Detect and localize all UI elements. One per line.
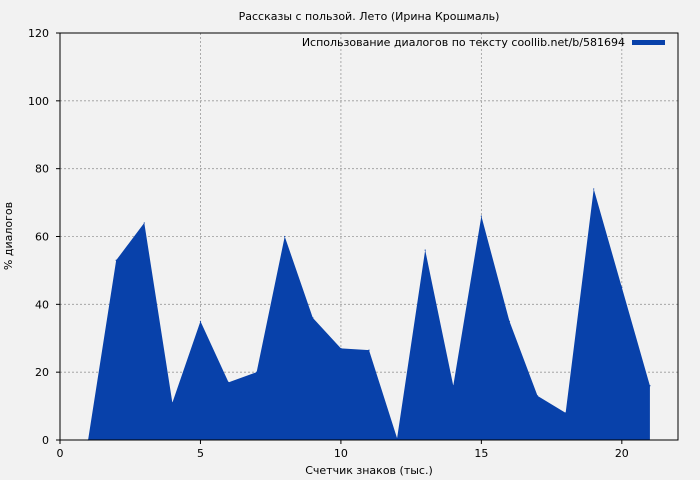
data-point xyxy=(368,349,370,351)
data-point xyxy=(508,320,511,322)
y-tick-label: 100 xyxy=(28,95,49,108)
area-series xyxy=(87,188,651,441)
y-tick-label: 60 xyxy=(35,231,49,244)
y-tick-label: 120 xyxy=(28,27,49,40)
data-point xyxy=(593,188,595,190)
legend: Использование диалогов по тексту coollib… xyxy=(302,36,665,49)
data-point xyxy=(424,249,426,251)
data-point xyxy=(649,385,651,387)
y-tick-label: 40 xyxy=(35,298,49,311)
data-point xyxy=(621,286,623,288)
y-tick-label: 20 xyxy=(35,366,49,379)
area-series-fill xyxy=(88,189,650,440)
data-point xyxy=(227,381,230,383)
data-point xyxy=(312,317,314,319)
x-tick-label: 15 xyxy=(474,447,488,460)
data-point xyxy=(396,437,398,439)
data-point xyxy=(480,215,482,217)
data-point xyxy=(536,395,539,397)
data-point xyxy=(565,412,567,414)
data-point xyxy=(115,259,117,261)
chart-title: Рассказы с пользой. Лето (Ирина Крошмаль… xyxy=(239,10,500,23)
y-tick-label: 0 xyxy=(42,434,49,447)
legend-label: Использование диалогов по тексту coollib… xyxy=(302,36,625,49)
data-point xyxy=(340,347,342,350)
y-axis-label: % диалогов xyxy=(2,202,15,270)
data-point xyxy=(143,222,145,224)
x-axis-label: Счетчик знаков (тыс.) xyxy=(305,464,433,477)
x-tick-label: 10 xyxy=(334,447,348,460)
data-point xyxy=(256,371,258,373)
x-tick-label: 5 xyxy=(197,447,204,460)
data-point xyxy=(199,320,202,322)
legend-swatch xyxy=(632,40,665,45)
data-point xyxy=(284,235,286,238)
axis-ticks: 0 5 10 15 20 0 20 40 60 80 100 120 xyxy=(28,27,629,460)
x-tick-label: 20 xyxy=(615,447,629,460)
data-point xyxy=(452,385,454,387)
x-tick-label: 0 xyxy=(57,447,64,460)
y-tick-label: 80 xyxy=(35,163,49,176)
data-point xyxy=(171,402,173,404)
